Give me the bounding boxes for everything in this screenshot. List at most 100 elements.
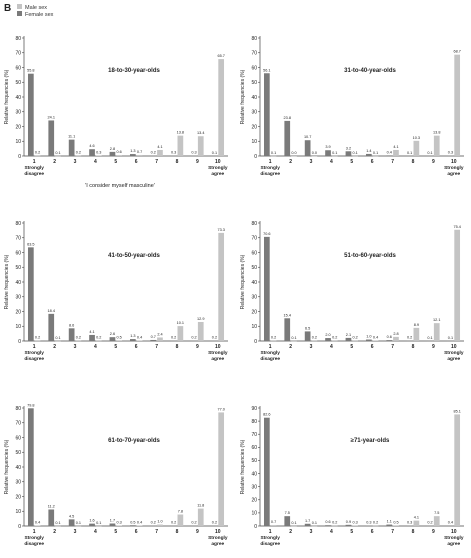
female-value-label: 0.1 [212,151,217,155]
male-value-label: 2.4 [157,332,162,336]
male-value-label: 0.1 [291,336,296,340]
y-tick-label: 10 [15,509,21,515]
x-tick-label: 10 [215,159,221,165]
male-bar [433,135,440,156]
female-bar [68,139,75,156]
y-tick-label: 70 [251,51,257,57]
y-tick-label: 0 [254,524,257,530]
y-tick-label: 30 [251,295,257,301]
female-value-label: 1.7 [110,518,115,522]
x-tick-label: 9 [432,529,435,535]
female-value-label: 6.5 [305,326,310,330]
x-tick-sublabel: Strongly [260,350,280,356]
female-bar [263,236,270,341]
female-bar [325,338,331,341]
female-value-label: 56.1 [263,68,270,72]
x-tick-label: 9 [196,529,199,535]
female-value-label: 15.4 [284,313,291,317]
x-tick-label: 7 [391,529,394,535]
female-bar [129,525,136,526]
male-value-label: 0.0 [291,151,296,155]
male-value-label: 0.4 [35,520,40,524]
x-tick-sublabel: Strongly [260,535,280,541]
y-tick-label: 80 [15,406,21,412]
female-value-label: 0.1 [427,151,432,155]
x-tick-label: 5 [350,159,353,165]
male-bar [157,524,163,526]
male-bar [413,327,420,341]
x-tick-label: 3 [310,529,313,535]
female-bar [27,408,34,526]
male-value-label: 0.5 [393,520,398,524]
x-tick-label: 9 [432,159,435,165]
male-bar [433,516,440,526]
x-tick-label: 10 [451,159,457,165]
female-bar [386,340,393,341]
female-value-label: 4.6 [89,144,94,148]
male-value-label: 85.1 [453,409,460,413]
x-tick-label: 10 [215,529,221,535]
female-value-label: 0.2 [171,521,176,525]
female-value-label: 0.2 [191,336,196,340]
x-tick-sublabel: agree [211,356,224,362]
chart-panel: 0 10 20 30 40 50 60 70 80 Relative frequencies (%… [4,36,228,189]
male-bar [157,149,163,156]
chart-title: 31-to-40-year-olds [344,68,396,74]
female-value-label: 0.6 [387,335,392,339]
female-value-label: 1.7 [305,519,310,523]
male-value-label: 0.2 [35,336,40,340]
female-bar [109,151,116,156]
male-bar [270,525,277,526]
x-tick-label: 7 [391,344,394,350]
male-value-label: 12.9 [197,317,204,321]
female-value-label: 0.3 [191,151,196,155]
x-tick-sublabel: Strongly [208,535,228,541]
male-bar [413,520,420,526]
legend-male-swatch [17,4,22,9]
y-tick-label: 40 [15,280,21,286]
female-bar [27,73,34,156]
x-tick-label: 10 [451,529,457,535]
male-bar [393,149,399,156]
male-value-label: 0.4 [137,520,142,524]
male-value-label: 75.4 [453,225,460,229]
y-tick-label: 50 [15,265,21,271]
x-tick-sublabel: disagree [24,541,44,547]
y-tick-label: 10 [251,511,257,517]
male-value-label: 10.1 [177,321,184,325]
female-value-label: 0.6 [325,520,330,524]
x-tick-label: 7 [391,159,394,165]
x-tick-label: 8 [176,159,179,165]
male-value-label: 7.8 [178,509,183,513]
male-value-label: 65.7 [217,54,224,58]
x-tick-label: 1 [33,344,36,350]
x-tick-label: 9 [432,344,435,350]
male-bar [34,525,41,526]
x-tick-label: 4 [330,159,333,165]
x-tick-label: 2 [289,344,292,350]
x-tick-label: 8 [176,344,179,350]
male-value-label: 13.8 [433,131,440,135]
female-value-label: 0.3 [366,521,371,525]
x-tick-label: 1 [33,159,36,165]
x-tick-label: 3 [310,159,313,165]
female-value-label: 0.4 [448,520,453,524]
female-bar [365,153,372,156]
male-value-label: 4.1 [157,145,162,149]
female-value-label: 0.9 [346,520,351,524]
y-tick-label: 40 [251,95,257,101]
y-tick-label: 40 [15,95,21,101]
male-value-label: 0.1 [96,521,101,525]
male-bar [372,340,379,341]
x-tick-sublabel: Strongly [444,350,464,356]
y-tick-label: 80 [251,36,257,42]
male-bar [218,412,225,526]
y-tick-label: 20 [15,309,21,315]
female-bar [48,120,55,156]
female-bar [284,516,291,526]
y-tick-label: 0 [18,154,21,160]
y-tick-label: 0 [18,339,21,345]
y-tick-label: 30 [15,480,21,486]
male-bar [454,414,461,526]
male-value-label: 0.1 [55,336,60,340]
